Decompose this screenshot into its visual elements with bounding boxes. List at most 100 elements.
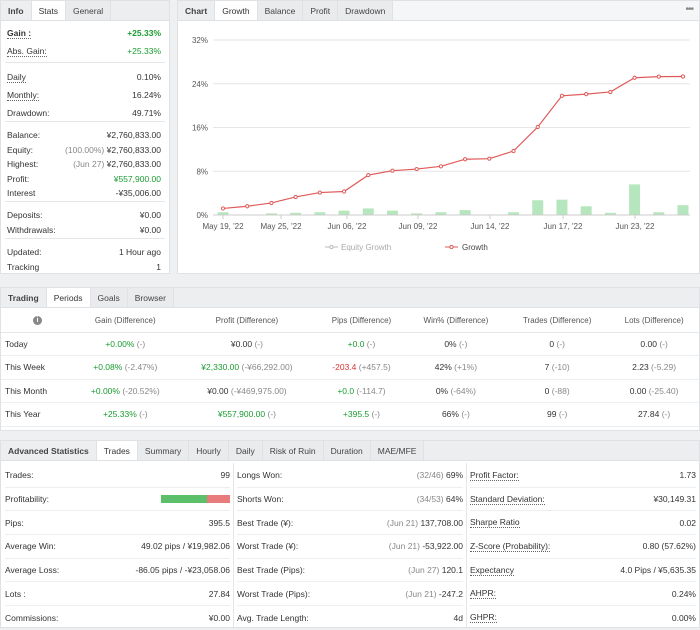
tab-general[interactable]: General <box>65 1 112 20</box>
cell-value: 7 <box>544 362 550 373</box>
tab-duration[interactable]: Duration <box>323 441 371 460</box>
tab-balance[interactable]: Balance <box>257 1 304 20</box>
stat-label: Worst Trade (Pips): <box>237 588 311 599</box>
tab-trading[interactable]: Trading <box>1 288 47 307</box>
info-value: 16.24% <box>132 90 161 100</box>
tab-mae-mfe[interactable]: MAE/MFE <box>370 441 425 460</box>
stat-value: 4.0 Pips / ¥5,635.35 <box>620 565 696 576</box>
growth-point <box>680 74 686 79</box>
daily-bar <box>362 208 374 215</box>
daily-bar <box>629 184 641 215</box>
stat-row-worsttradepips: Worst Trade (Pips): (Jun 21) -247.2 <box>237 583 463 607</box>
info-row-tracking: Tracking 1 <box>7 260 161 274</box>
info-value: +25.33% <box>127 28 161 38</box>
tab-chart[interactable]: Chart <box>178 1 216 20</box>
info-row-drawdown: Drawdown: 49.71% <box>7 106 161 120</box>
stat-row-avgtradelength: Avg. Trade Length: 4d <box>237 606 463 630</box>
tab-advanced-statistics[interactable]: Advanced Statistics <box>1 441 97 460</box>
stat-label: Profit Factor: <box>470 469 519 481</box>
cell-diff: (-) <box>556 409 568 420</box>
growth-point <box>341 189 347 194</box>
cell-diff: (-) <box>456 338 468 349</box>
tab-profit[interactable]: Profit <box>303 1 339 20</box>
cell-value: +0.00% <box>90 385 120 396</box>
tab-drawdown[interactable]: Drawdown <box>338 1 394 20</box>
tab-daily[interactable]: Daily <box>228 441 263 460</box>
cell-value: ¥2,330.00 <box>201 362 240 373</box>
tab-info[interactable]: Info <box>1 1 32 20</box>
stat-value-wrap: (34/53) 64% <box>417 494 463 504</box>
info-row-gain: Gain : +25.33% <box>7 26 161 40</box>
cell-value: +0.08% <box>93 362 123 373</box>
legend-equity-marker <box>329 244 334 250</box>
stat-value: -86.05 pips / -¥23,058.06 <box>135 565 230 576</box>
growth-point <box>317 190 322 195</box>
info-value: +25.33% <box>127 46 161 56</box>
tab-goals[interactable]: Goals <box>90 288 128 307</box>
tab-growth[interactable]: Growth <box>215 1 258 20</box>
info-value: 1 <box>156 262 161 272</box>
cell-diff: (-¥469,975.00) <box>228 385 287 396</box>
stat-row-worsttrade: Worst Trade (¥): (Jun 21) -53,922.00 <box>237 535 463 559</box>
info-icon[interactable]: i <box>1 309 73 333</box>
cell-diff: (-) <box>656 338 668 349</box>
cell-diff: (-) <box>369 409 381 420</box>
growth-point <box>293 194 298 200</box>
period-label: Today <box>1 332 73 356</box>
cell-value: 27.84 <box>638 409 660 420</box>
daily-bar <box>604 212 616 215</box>
cell-value: 2.23 <box>632 362 649 373</box>
growth-line <box>222 75 684 210</box>
growth-point <box>584 92 589 97</box>
growth-point <box>632 75 637 80</box>
stat-value: 69% <box>445 470 463 481</box>
cell-diff: (-) <box>252 338 263 349</box>
info-value: ¥0.00 <box>139 210 161 220</box>
stat-value: ¥30,149.31 <box>653 494 696 505</box>
tab-periods[interactable]: Periods <box>46 288 91 307</box>
table-cell: 0.00 (-25.40) <box>609 379 699 403</box>
daily-bar <box>217 212 229 215</box>
stat-value: 395.5 <box>208 517 230 528</box>
info-label: Interest <box>7 188 36 198</box>
tab-stats[interactable]: Stats <box>31 1 66 20</box>
cell-diff: (-) <box>659 409 671 420</box>
stat-label: Commissions: <box>5 612 59 623</box>
info-value-wrap: ¥2,760,833.00 <box>107 130 161 140</box>
header-profit: Profit (Difference) <box>177 309 317 333</box>
tab-hourly[interactable]: Hourly <box>189 441 229 460</box>
cell-diff: (-88) <box>549 385 570 396</box>
tab-risk-of-ruin[interactable]: Risk of Ruin <box>262 441 324 460</box>
stat-row-lots: Lots : 27.84 <box>5 583 230 607</box>
stat-value-wrap: 0.24% <box>672 589 696 599</box>
info-label: Withdrawals: <box>7 225 56 235</box>
info-value-wrap: ¥557,900.00 <box>114 174 161 184</box>
info-value-wrap: 0.10% <box>137 72 161 82</box>
info-value: ¥2,760,833.00 <box>106 159 161 169</box>
cell-value: 42% <box>434 362 452 373</box>
tab-trades[interactable]: Trades <box>96 441 138 460</box>
stat-row-profitfactor: Profit Factor: 1.73 <box>470 464 696 488</box>
header-pips: Pips (Difference) <box>316 309 407 333</box>
info-label: Updated: <box>7 247 42 257</box>
table-cell: +395.5 (-) <box>316 402 407 427</box>
stat-value: 0.80 (57.62%) <box>642 541 696 552</box>
stat-label: Longs Won: <box>237 470 283 481</box>
cell-value: 0% <box>435 385 449 396</box>
stat-row-expectancy: Expectancy 4.0 Pips / ¥5,635.35 <box>470 559 696 583</box>
periods-body: Today +0.00% (-) ¥0.00 (-) +0.0 (-) 0% (-) 0 … <box>1 332 699 427</box>
stat-value: 49.02 pips / ¥19,982.06 <box>141 541 230 552</box>
stat-value: 0.02 <box>679 517 696 528</box>
more-options-icon[interactable]: ••• <box>685 4 693 15</box>
stat-label: Best Trade (¥): <box>237 517 294 528</box>
stat-value: 1.73 <box>679 470 696 481</box>
cell-value: +0.00% <box>105 338 135 349</box>
tab-summary[interactable]: Summary <box>137 441 190 460</box>
tab-browser[interactable]: Browser <box>127 288 174 307</box>
stat-row-commissions: Commissions: ¥0.00 <box>5 606 230 630</box>
table-cell: +0.0 (-114.7) <box>316 379 407 403</box>
table-cell: 66% (-) <box>406 402 506 427</box>
table-cell: +0.0 (-) <box>316 332 407 356</box>
stat-value-wrap: (32/46) 69% <box>417 470 463 480</box>
header-gain: Gain (Difference) <box>73 309 178 333</box>
